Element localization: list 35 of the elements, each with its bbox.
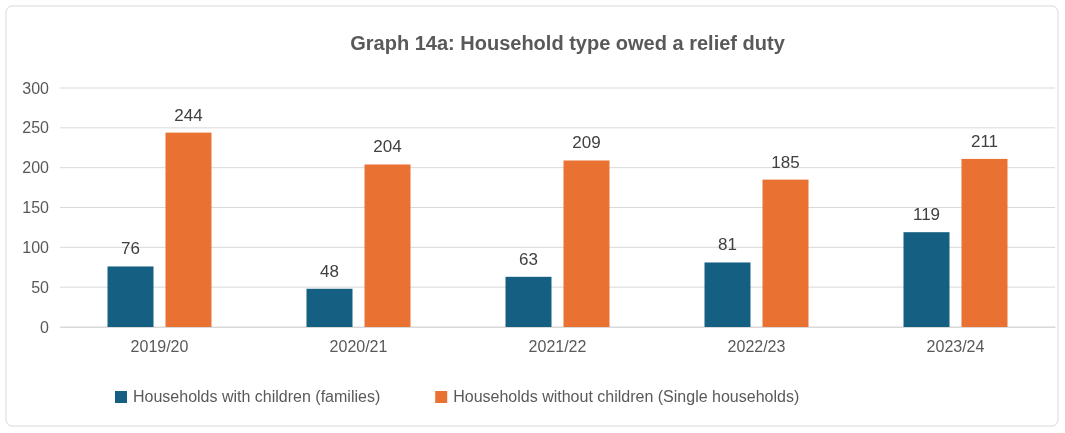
bar bbox=[107, 266, 154, 327]
data-label: 204 bbox=[373, 137, 402, 157]
chart-title: Graph 14a: Household type owed a relief duty bbox=[350, 32, 786, 54]
bar bbox=[903, 232, 950, 327]
y-tick-label: 150 bbox=[22, 199, 50, 217]
data-label: 209 bbox=[572, 133, 601, 153]
bar bbox=[306, 288, 353, 327]
y-tick-label: 250 bbox=[22, 119, 50, 137]
bar bbox=[505, 276, 552, 327]
data-label: 48 bbox=[320, 261, 339, 281]
y-tick-label: 0 bbox=[40, 318, 50, 336]
x-tick-label: 2022/23 bbox=[727, 338, 786, 356]
y-tick-label: 50 bbox=[31, 278, 50, 296]
data-label: 185 bbox=[771, 152, 800, 172]
data-label: 119 bbox=[912, 205, 941, 225]
bar bbox=[563, 160, 610, 327]
bar bbox=[762, 179, 809, 327]
data-label: 211 bbox=[970, 131, 999, 151]
data-label: 76 bbox=[121, 239, 140, 259]
bar bbox=[704, 262, 751, 327]
x-tick-label: 2020/21 bbox=[329, 338, 388, 356]
legend-label: Households with children (families) bbox=[133, 388, 381, 405]
x-tick-label: 2019/20 bbox=[130, 338, 189, 356]
y-tick-label: 100 bbox=[22, 238, 50, 256]
data-label: 81 bbox=[718, 235, 737, 255]
data-label: 244 bbox=[174, 105, 203, 125]
bar bbox=[961, 158, 1008, 327]
bar bbox=[364, 164, 411, 327]
bar bbox=[165, 132, 212, 327]
legend-label: Households without children (Single households) bbox=[453, 388, 800, 405]
y-tick-label: 300 bbox=[22, 79, 50, 97]
x-tick-label: 2023/24 bbox=[926, 338, 985, 356]
y-tick-label: 200 bbox=[22, 159, 50, 177]
data-label: 63 bbox=[519, 249, 538, 269]
x-tick-label: 2021/22 bbox=[528, 338, 587, 356]
